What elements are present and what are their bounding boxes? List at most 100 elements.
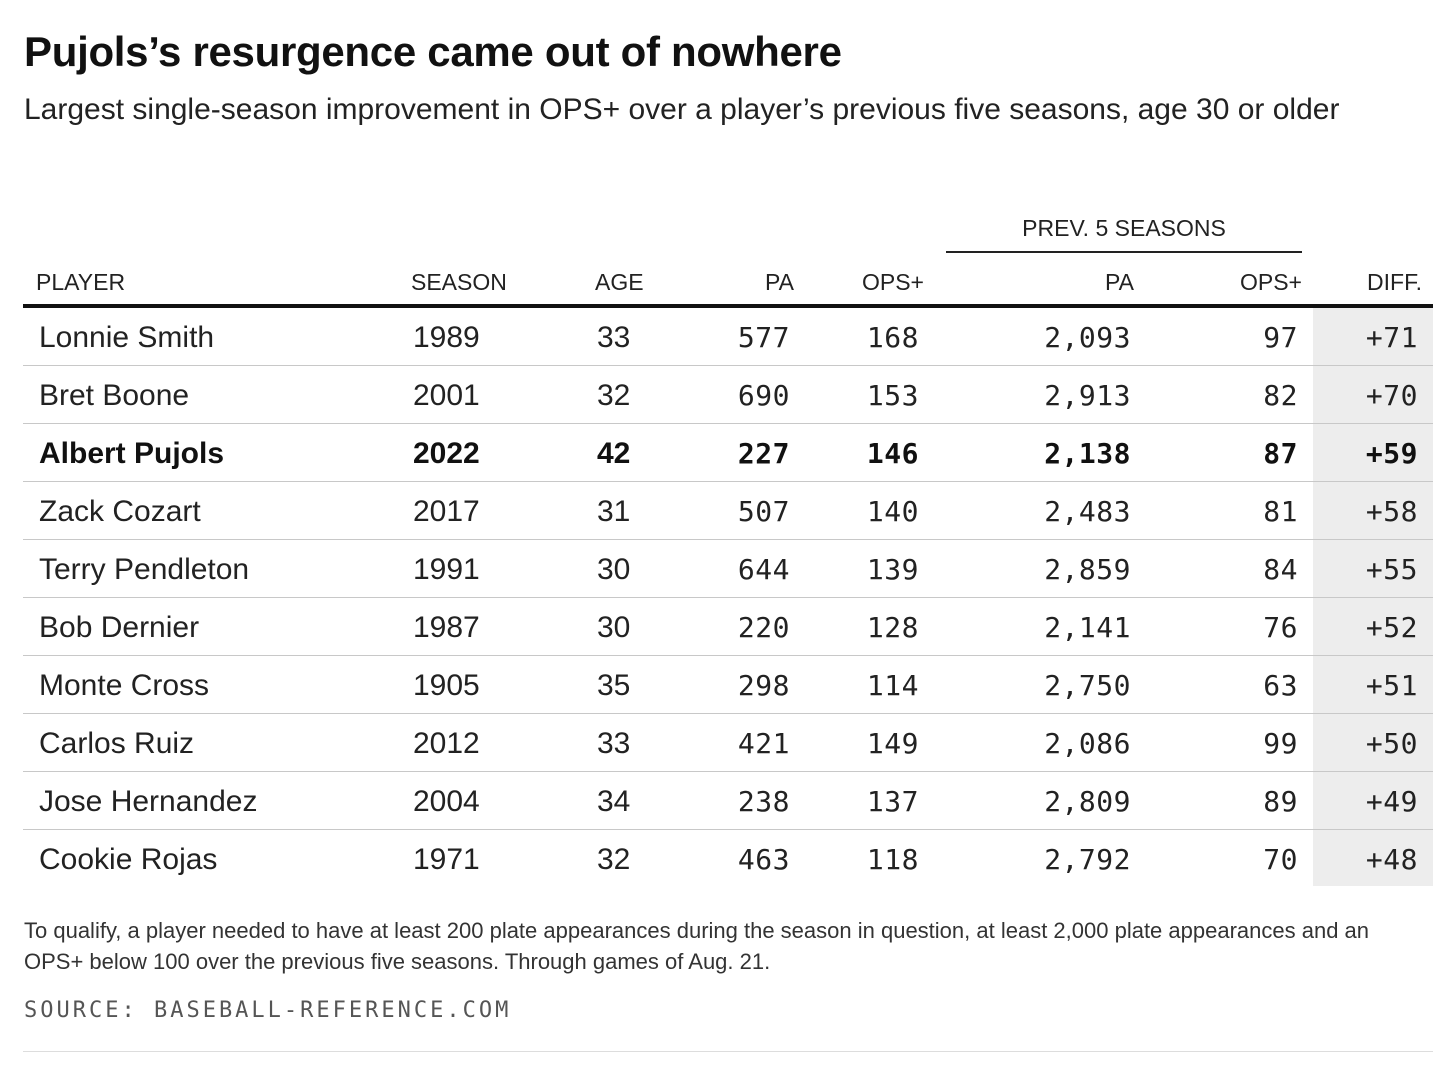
cell-player: Zack Cozart [39,495,201,528]
cell-pa: 463 [737,843,790,876]
cell-ops-plus: 137 [866,785,919,818]
cell-player: Carlos Ruiz [39,727,195,760]
cell-diff: +49 [1365,785,1418,818]
cell-pa: 644 [737,553,790,586]
cell-player: Albert Pujols [39,437,225,470]
cell-season: 2004 [413,785,480,818]
chart-subtitle: Largest single-season improvement in OPS… [24,93,1340,126]
cell-season: 1989 [413,321,480,354]
table-row: Bob Dernier 1987 30 220 128 2,141 76 +52 [23,598,1433,656]
cell-prev-ops-plus: 82 [1263,379,1298,412]
row-divider [23,365,1433,366]
cell-prev-ops-plus: 76 [1263,611,1298,644]
cell-ops-plus: 146 [866,437,919,470]
cell-pa: 227 [737,437,790,470]
cell-age: 32 [597,379,631,412]
header-diff: DIFF. [1367,269,1422,295]
cell-ops-plus: 168 [866,321,919,354]
cell-prev-pa: 2,141 [1044,611,1131,644]
cell-age: 30 [597,611,631,644]
cell-prev-ops-plus: 99 [1263,727,1298,760]
cell-age: 33 [597,727,631,760]
cell-diff: +52 [1365,611,1418,644]
table-row: Cookie Rojas 1971 32 463 118 2,792 70 +48 [23,830,1433,888]
cell-ops-plus: 153 [866,379,919,412]
cell-prev-pa: 2,093 [1044,321,1131,354]
cell-ops-plus: 128 [866,611,919,644]
cell-pa: 421 [737,727,790,760]
cell-prev-pa: 2,913 [1044,379,1131,412]
cell-ops-plus: 149 [866,727,919,760]
cell-diff: +71 [1365,321,1418,354]
cell-age: 32 [597,843,631,876]
cell-season: 1905 [413,669,480,702]
cell-season: 2001 [413,379,480,412]
cell-season: 2012 [413,727,480,760]
table-row: Monte Cross 1905 35 298 114 2,750 63 +51 [23,656,1433,714]
cell-pa: 220 [737,611,790,644]
cell-age: 33 [597,321,631,354]
table-row: Lonnie Smith 1989 33 577 168 2,093 97 +71 [23,308,1433,366]
cell-ops-plus: 118 [866,843,919,876]
cell-pa: 577 [737,321,790,354]
header-ops-plus: OPS+ [861,269,924,295]
cell-pa: 298 [737,669,790,702]
row-divider [23,597,1433,598]
cell-diff: +50 [1365,727,1418,760]
cell-age: 31 [597,495,631,528]
source-note: SOURCE: BASEBALL-REFERENCE.COM [24,998,512,1023]
cell-ops-plus: 140 [866,495,919,528]
cell-ops-plus: 114 [866,669,919,702]
cell-age: 30 [597,553,631,586]
cell-diff: +58 [1365,495,1418,528]
cell-player: Jose Hernandez [39,785,258,818]
cell-pa: 238 [737,785,790,818]
row-divider [23,771,1433,772]
cell-season: 1971 [413,843,480,876]
table-row: Bret Boone 2001 32 690 153 2,913 82 +70 [23,366,1433,424]
cell-age: 34 [597,785,631,818]
table-row: Zack Cozart 2017 31 507 140 2,483 81 +58 [23,482,1433,540]
cell-prev-ops-plus: 84 [1263,553,1298,586]
cell-prev-pa: 2,750 [1044,669,1131,702]
row-divider [23,481,1433,482]
cell-prev-pa: 2,859 [1044,553,1131,586]
cell-ops-plus: 139 [866,553,919,586]
header-prev-pa: PA [1105,269,1134,295]
header-rule [23,304,1433,308]
cell-prev-ops-plus: 97 [1263,321,1298,354]
cell-prev-pa: 2,138 [1044,437,1131,470]
cell-age: 35 [597,669,631,702]
header-age: AGE [595,269,644,295]
row-divider [23,713,1433,714]
cell-prev-ops-plus: 87 [1263,437,1298,470]
cell-player: Bob Dernier [39,611,200,644]
cell-diff: +70 [1365,379,1418,412]
row-divider [23,655,1433,656]
cell-player: Terry Pendleton [39,553,250,586]
cell-prev-ops-plus: 63 [1263,669,1298,702]
row-divider [23,539,1433,540]
cell-season: 1991 [413,553,480,586]
header-season: SEASON [411,269,507,295]
cell-diff: +48 [1365,843,1418,876]
chart-title: Pujols’s resurgence came out of nowhere [24,28,842,75]
cell-prev-pa: 2,792 [1044,843,1131,876]
column-group-label: PREV. 5 SEASONS [1022,215,1226,241]
cell-season: 2017 [413,495,480,528]
table-row: Terry Pendleton 1991 30 644 139 2,859 84 +55 [23,540,1433,598]
cell-prev-pa: 2,086 [1044,727,1131,760]
row-divider [23,423,1433,424]
row-divider [23,829,1433,830]
cell-season: 1987 [413,611,480,644]
table-row: Albert Pujols 2022 42 227 146 2,138 87 +59 [23,424,1433,482]
footnote: To qualify, a player needed to have at l… [24,918,1370,974]
table-row: Jose Hernandez 2004 34 238 137 2,809 89 +49 [23,772,1433,830]
cell-age: 42 [597,437,631,470]
cell-prev-ops-plus: 89 [1263,785,1298,818]
table-row: Carlos Ruiz 2012 33 421 149 2,086 99 +50 [23,714,1433,772]
cell-player: Monte Cross [39,669,210,702]
header-prev-ops-plus: OPS+ [1239,269,1302,295]
cell-prev-pa: 2,809 [1044,785,1131,818]
cell-season: 2022 [413,437,480,470]
